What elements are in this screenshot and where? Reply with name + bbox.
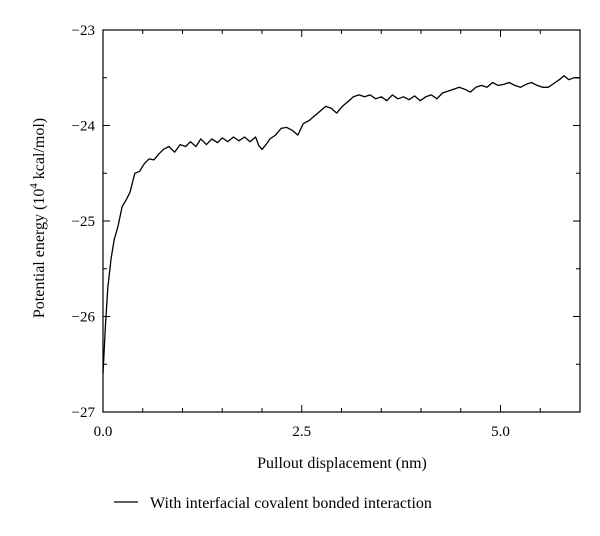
x-axis-label: Pullout displacement (nm): [257, 455, 427, 472]
y-tick-label: −27: [72, 405, 96, 421]
y-axis-label-suffix: kcal/mol): [31, 118, 48, 183]
y-axis-label-prefix: Potential energy (10: [31, 189, 48, 318]
legend: With interfacial covalent bonded interac…: [114, 495, 432, 512]
y-tick-label: −24: [72, 119, 96, 135]
y-axis-label-superscript: 4: [28, 183, 40, 189]
legend-label: With interfacial covalent bonded interac…: [150, 495, 432, 512]
y-tick-label: −23: [72, 23, 95, 39]
series-line-potential-energy: [102, 75, 580, 374]
plot-frame: [102, 29, 581, 413]
ticks: 0.0 2.5 5.0 −27 −26 −25 −24 −23: [72, 23, 580, 440]
axes: [102, 29, 581, 413]
x-tick-label: 0.0: [94, 424, 113, 440]
y-tick-label: −26: [72, 310, 96, 326]
x-tick-label: 2.5: [292, 424, 311, 440]
x-tick-label: 5.0: [491, 424, 510, 440]
series-group: [102, 75, 580, 374]
y-tick-label: −25: [72, 214, 95, 230]
y-axis-label: Potential energy (104 kcal/mol): [28, 118, 48, 318]
